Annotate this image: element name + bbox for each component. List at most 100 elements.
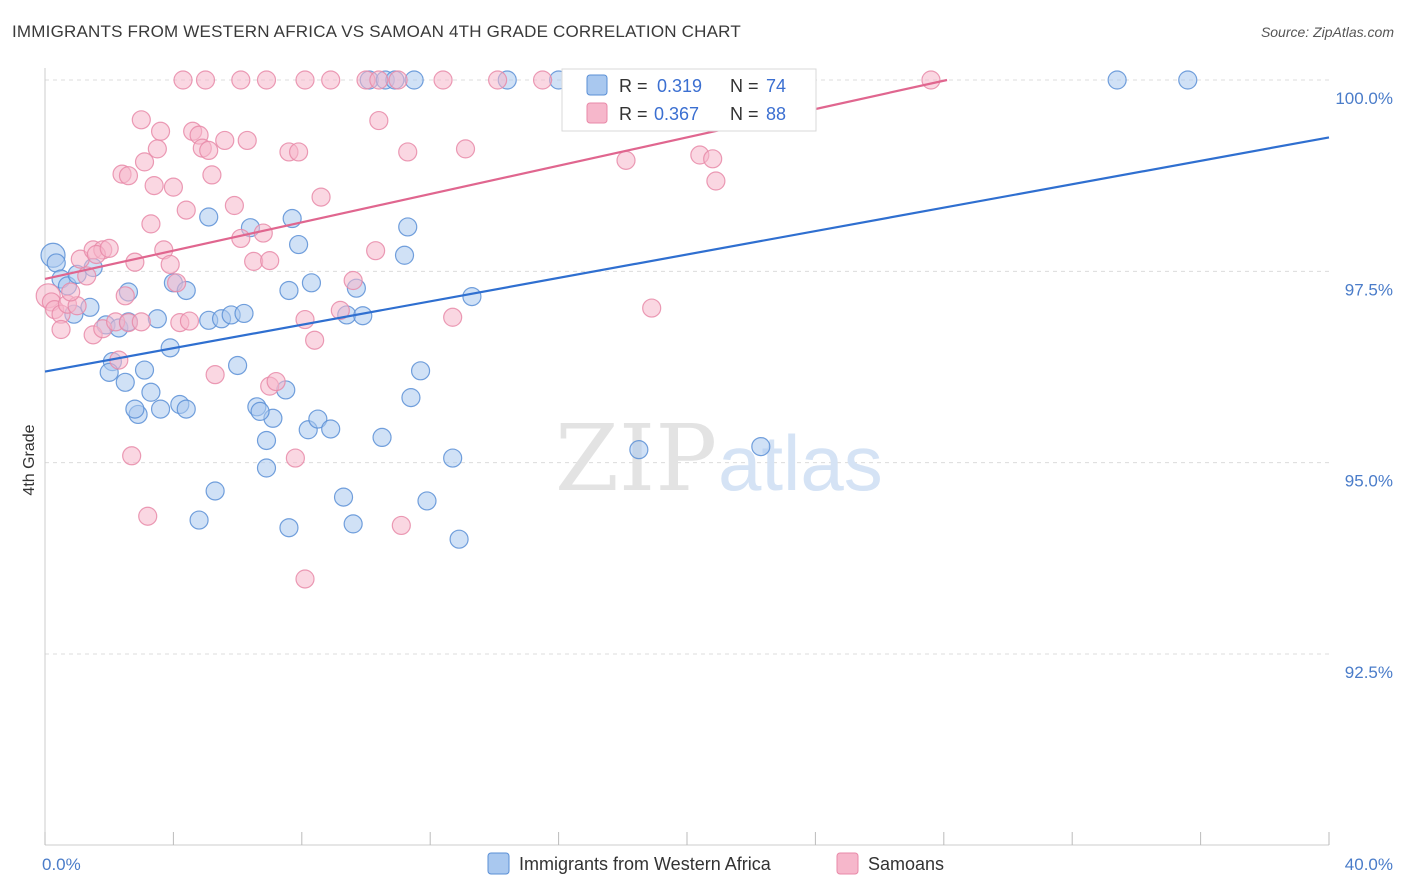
- legend-n-value-blue: 74: [766, 76, 786, 96]
- western-africa-point: [125, 399, 145, 419]
- samoan-point: [343, 270, 363, 291]
- western-africa-point: [189, 510, 209, 530]
- correlation-legend: R = 0.319 N = 74 R = 0.367 N = 88: [561, 68, 817, 132]
- samoan-point: [237, 130, 257, 151]
- samoan-point: [330, 300, 350, 320]
- western-africa-point: [250, 401, 270, 421]
- western-africa-point: [398, 217, 418, 237]
- series-pink-points: [35, 70, 941, 589]
- samoan-point: [122, 446, 142, 466]
- legend-n-label-pink: N =: [730, 104, 759, 124]
- samoan-point: [131, 312, 151, 332]
- western-africa-point: [751, 436, 771, 457]
- western-africa-point: [321, 419, 341, 439]
- samoan-point: [311, 187, 331, 207]
- series-legend: Immigrants from Western Africa Samoans: [487, 852, 944, 875]
- samoan-point: [703, 149, 723, 169]
- samoan-point: [398, 142, 418, 162]
- axes-layer: 100.0% 97.5% 95.0% 92.5% 0.0% 40.0%: [42, 68, 1393, 874]
- samoan-point: [443, 307, 463, 327]
- western-africa-point: [462, 286, 482, 307]
- y-tick-label: 95.0%: [1345, 472, 1393, 491]
- western-africa-point: [333, 487, 354, 507]
- samoan-point: [144, 176, 164, 196]
- western-africa-point: [308, 409, 328, 429]
- samoan-point: [99, 238, 119, 258]
- bottom-legend-swatch-pink: [836, 852, 859, 875]
- western-africa-point: [228, 355, 248, 376]
- western-africa-point: [150, 399, 171, 419]
- western-africa-point: [1107, 70, 1127, 90]
- western-africa-point: [404, 70, 424, 90]
- bottom-legend-label-blue: Immigrants from Western Africa: [519, 854, 772, 874]
- samoan-point: [285, 448, 305, 468]
- samoan-point: [288, 142, 309, 162]
- y-tick-label: 100.0%: [1335, 89, 1393, 108]
- western-africa-point: [401, 388, 421, 408]
- chart-title: IMMIGRANTS FROM WESTERN AFRICA VS SAMOAN…: [12, 22, 741, 41]
- samoan-point: [388, 70, 408, 90]
- legend-swatch-blue: [586, 74, 608, 96]
- western-africa-point: [279, 518, 299, 538]
- western-africa-point: [256, 458, 277, 478]
- samoan-point: [231, 228, 251, 249]
- samoan-point: [366, 241, 386, 261]
- western-africa-point: [134, 360, 155, 380]
- western-africa-point: [394, 245, 415, 265]
- western-africa-point: [147, 309, 167, 329]
- samoan-point: [167, 273, 187, 293]
- samoan-point: [61, 282, 81, 302]
- samoan-point: [138, 506, 158, 526]
- western-africa-point: [115, 372, 135, 392]
- samoan-point: [391, 515, 411, 536]
- samoan-point: [244, 251, 264, 271]
- samoan-point: [131, 110, 151, 130]
- legend-r-label-pink: R =: [619, 104, 648, 124]
- western-africa-point: [176, 399, 196, 419]
- samoan-point: [616, 150, 636, 170]
- western-africa-point: [417, 491, 437, 511]
- legend-n-label-blue: N =: [730, 76, 759, 96]
- x-tick-label: 40.0%: [1345, 855, 1393, 874]
- samoan-point: [455, 139, 476, 159]
- western-africa-point: [199, 207, 219, 227]
- samoan-point: [205, 365, 225, 385]
- western-africa-point: [288, 234, 309, 255]
- samoan-point: [433, 70, 453, 90]
- bottom-legend-label-pink: Samoans: [868, 854, 944, 874]
- western-africa-point: [279, 280, 299, 301]
- y-tick-label: 97.5%: [1345, 280, 1393, 299]
- samoan-point: [295, 70, 315, 90]
- x-tick-label: 0.0%: [42, 855, 81, 874]
- legend-n-value-pink: 88: [766, 104, 786, 124]
- samoan-point: [173, 70, 193, 90]
- western-africa-point: [141, 382, 161, 402]
- western-africa-point: [234, 303, 254, 324]
- western-africa-point: [449, 529, 469, 549]
- samoan-point: [125, 252, 145, 272]
- samoan-point: [141, 214, 161, 234]
- samoan-point: [224, 195, 244, 216]
- samoan-point: [369, 70, 389, 90]
- samoan-point: [706, 171, 726, 191]
- samoan-point: [176, 200, 196, 220]
- western-africa-point: [301, 273, 322, 293]
- western-africa-point: [46, 253, 66, 273]
- samoan-point: [260, 251, 280, 271]
- y-tick-label: 92.5%: [1345, 663, 1393, 682]
- legend-swatch-pink: [586, 102, 608, 124]
- samoan-point: [115, 286, 135, 306]
- legend-r-value-blue: 0.319: [657, 76, 702, 96]
- samoan-point: [118, 166, 139, 186]
- source-credit: Source: ZipAtlas.com: [1260, 24, 1394, 40]
- legend-r-value-pink: 0.367: [654, 104, 699, 124]
- samoan-point: [150, 121, 171, 141]
- western-africa-point: [1178, 70, 1198, 90]
- samoan-point: [256, 70, 277, 90]
- western-africa-point: [343, 514, 363, 534]
- watermark: ZIP atlas: [555, 405, 883, 512]
- samoan-point: [295, 569, 315, 589]
- y-axis-label: 4th Grade: [21, 424, 38, 495]
- western-africa-point: [443, 448, 463, 468]
